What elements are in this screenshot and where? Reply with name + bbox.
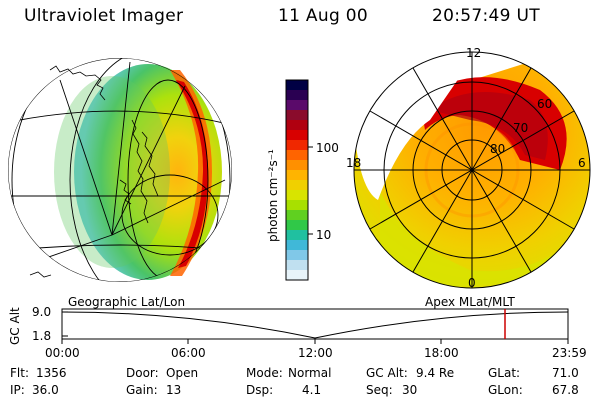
colorbar-segment bbox=[286, 190, 308, 201]
ip-label: IP: bbox=[10, 383, 25, 397]
mode-label: Mode: bbox=[246, 366, 283, 380]
colorbar-segment bbox=[286, 140, 308, 151]
altitude-timeline bbox=[61, 308, 569, 344]
geographic-image bbox=[8, 58, 232, 282]
colorbar-segment bbox=[286, 220, 308, 231]
apex-panel-title: Apex MLat/MLT bbox=[425, 295, 515, 309]
flt-value: 1356 bbox=[36, 366, 67, 380]
glon-label: GLon: bbox=[488, 383, 523, 397]
colorbar-segment bbox=[286, 120, 308, 131]
timeline-tick-0600: 06:00 bbox=[171, 346, 206, 360]
colorbar-segment bbox=[286, 180, 308, 191]
seq-label: Seq: bbox=[366, 383, 393, 397]
door-value: Open bbox=[166, 366, 199, 380]
colorbar-label-10: 10 bbox=[316, 228, 332, 242]
gain-label: Gain: bbox=[126, 383, 158, 397]
colorbar-segment bbox=[286, 200, 308, 211]
mlat-label-80: 80 bbox=[490, 142, 506, 156]
colorbar-segment bbox=[286, 210, 308, 221]
timeline-tick-0000: 00:00 bbox=[45, 346, 80, 360]
colorbar-segment bbox=[286, 170, 308, 181]
mlt-label-6: 6 bbox=[578, 156, 586, 170]
colorbar-segment bbox=[286, 110, 308, 121]
mlat-label-70: 70 bbox=[513, 121, 529, 135]
flt-label: Flt: bbox=[10, 366, 29, 380]
glat-value: 71.0 bbox=[552, 366, 579, 380]
timeline-tick-1200: 12:00 bbox=[298, 346, 333, 360]
seq-value: 30 bbox=[402, 383, 418, 397]
colorbar-segment bbox=[286, 130, 308, 141]
colorbar-segment bbox=[286, 260, 308, 271]
timeline-ymax: 9.0 bbox=[32, 305, 52, 319]
mlt-label-0: 0 bbox=[468, 276, 476, 290]
geographic-panel-title: Geographic Lat/Lon bbox=[68, 295, 186, 309]
timeline-tick-1800: 18:00 bbox=[424, 346, 459, 360]
mlt-label-12: 12 bbox=[466, 46, 482, 60]
colorbar-segment bbox=[286, 250, 308, 261]
ip-value: 36.0 bbox=[32, 383, 59, 397]
dsp-value: 4.1 bbox=[302, 383, 322, 397]
color-scale-bar bbox=[286, 80, 308, 281]
gcalt-value: 9.4 Re bbox=[416, 366, 455, 380]
polar-image bbox=[353, 51, 591, 289]
colorbar-segment bbox=[286, 230, 308, 241]
mlt-label-18: 18 bbox=[346, 156, 362, 170]
dsp-label: Dsp: bbox=[246, 383, 274, 397]
colorbar-segment bbox=[286, 150, 308, 161]
timeline-ylabel: GC Alt bbox=[8, 307, 22, 345]
colorbar-segment bbox=[286, 90, 308, 101]
colorbar-frame bbox=[285, 79, 309, 281]
date-label: 11 Aug 00 bbox=[278, 6, 368, 26]
mlat-label-60: 60 bbox=[537, 97, 553, 111]
timeline-ymin: 1.8 bbox=[32, 329, 52, 343]
colorbar-segment bbox=[286, 160, 308, 171]
colorbar-segment bbox=[286, 240, 308, 251]
gain-value: 13 bbox=[166, 383, 182, 397]
instrument-title: Ultraviolet Imager bbox=[24, 6, 184, 26]
colorbar-segment bbox=[286, 270, 308, 281]
time-label: 20:57:49 UT bbox=[432, 6, 540, 26]
colorbar-segment bbox=[286, 100, 308, 111]
gcalt-label: GC Alt: bbox=[366, 366, 408, 380]
glon-value: 67.8 bbox=[552, 383, 579, 397]
colorbar-segment bbox=[286, 80, 308, 91]
mode-value: Normal bbox=[288, 366, 332, 380]
timeline-tick-2359: 23:59 bbox=[552, 346, 587, 360]
door-label: Door: bbox=[126, 366, 159, 380]
colorbar-label-100: 100 bbox=[316, 141, 339, 155]
glat-label: GLat: bbox=[488, 366, 521, 380]
colorbar-unit-label: photon cm⁻²s⁻¹ bbox=[266, 149, 280, 242]
